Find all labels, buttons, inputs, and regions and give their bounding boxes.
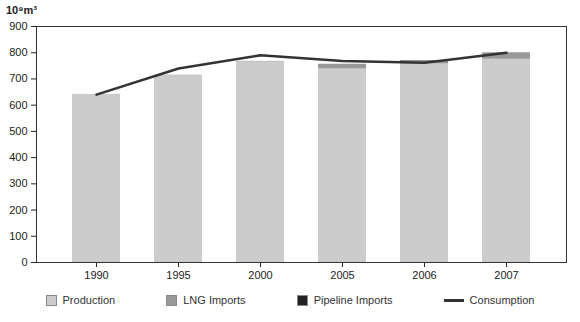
html-text:Consumption: Consumption [469, 294, 535, 306]
svg-text:400: 400 [9, 151, 27, 163]
svg-text:2007: 2007 [494, 269, 518, 281]
svg-text:2000: 2000 [248, 269, 272, 281]
html-text:LNG Imports: LNG Imports [183, 294, 246, 306]
svg-text:800: 800 [9, 46, 27, 58]
svg-text:0: 0 [21, 256, 27, 268]
html-text:Production: Production [62, 294, 116, 306]
svg-text:2005: 2005 [330, 269, 354, 281]
svg-text:200: 200 [9, 204, 27, 216]
svg-text:2006: 2006 [412, 269, 436, 281]
svg-text:300: 300 [9, 177, 27, 189]
svg-text:600: 600 [9, 99, 27, 111]
svg-text:1990: 1990 [84, 269, 108, 281]
html-text:10⁹m³: 10⁹m³ [6, 4, 37, 16]
svg-text:700: 700 [9, 72, 27, 84]
svg-text:900: 900 [9, 20, 27, 32]
html-text:Pipeline Imports: Pipeline Imports [313, 294, 393, 306]
svg-text:1995: 1995 [166, 269, 190, 281]
svg-text:100: 100 [9, 230, 27, 242]
svg-text:500: 500 [9, 125, 27, 137]
